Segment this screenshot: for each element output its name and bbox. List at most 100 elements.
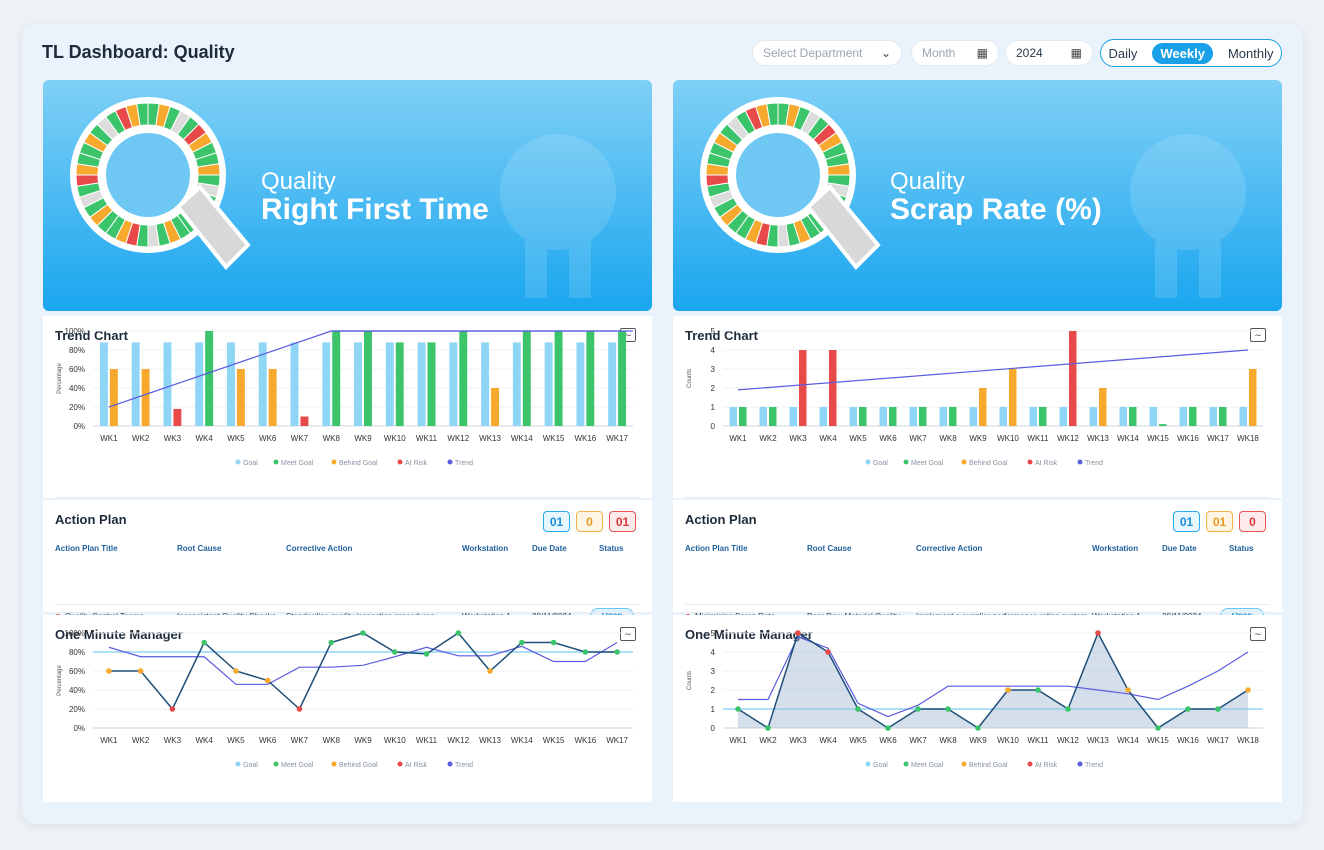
actual-bar [799, 350, 807, 426]
actual-bar [332, 331, 341, 426]
wheel-center [736, 133, 820, 217]
data-point [137, 668, 144, 674]
data-point [1185, 706, 1191, 712]
y-tick-label: 0% [73, 422, 85, 431]
x-tick-label: WK4 [819, 434, 837, 443]
legend-label: Behind Goal [969, 460, 1008, 467]
y-tick-label: 3 [711, 365, 716, 374]
goal-bar [759, 407, 767, 426]
goal-bar [512, 342, 521, 426]
x-tick-label: WK17 [606, 434, 628, 443]
x-tick-label: WK8 [939, 434, 957, 443]
x-tick-label: WK1 [100, 736, 118, 745]
period-toggle[interactable]: Daily Weekly Monthly [1100, 39, 1282, 67]
actual-bar [173, 408, 182, 426]
y-tick-label: 4 [711, 346, 716, 355]
data-point [328, 639, 335, 646]
x-tick-label: WK7 [909, 736, 927, 745]
goal-bar [322, 342, 331, 426]
trend-title: Trend Chart [55, 328, 128, 343]
y-tick-label: 0 [711, 724, 716, 733]
open-count-badge: 01 [543, 511, 570, 532]
divider [55, 612, 640, 613]
x-tick-label: WK4 [196, 434, 214, 443]
legend-label: Meet Goal [281, 460, 314, 467]
overdue-count-badge: 0 [1239, 511, 1266, 532]
goal-bar [385, 342, 394, 426]
period-weekly[interactable]: Weekly [1152, 42, 1213, 64]
actual-bar [1039, 407, 1047, 426]
column-header: Status [599, 544, 624, 553]
goal-bar [576, 342, 585, 426]
x-tick-label: WK7 [291, 736, 309, 745]
chart-icon[interactable]: ∼ [1250, 328, 1266, 342]
x-tick-label: WK4 [819, 736, 837, 745]
x-tick-label: WK15 [543, 434, 565, 443]
award-icon [500, 134, 616, 298]
x-tick-label: WK2 [132, 434, 150, 443]
trend-line [738, 636, 1249, 718]
goal-bar [909, 407, 917, 426]
pending-count-badge: 01 [1206, 511, 1233, 532]
goal-bar [1179, 407, 1187, 426]
trend-card: Trend Chart ∼ 0 1 2 3 4 5 Counts WK1 WK2 WK3 WK4 WK… [673, 316, 1282, 498]
y-tick-label: 80% [69, 346, 85, 355]
x-tick-label: WK8 [939, 736, 957, 745]
data-point [1065, 706, 1071, 712]
legend-marker [331, 761, 337, 767]
x-tick-label: WK2 [759, 434, 777, 443]
data-point [1245, 687, 1251, 693]
x-tick-label: WK16 [574, 736, 596, 745]
year-picker[interactable]: 2024 ▦ [1005, 40, 1093, 66]
x-tick-label: WK9 [354, 736, 372, 745]
omm-title: One Minute Manager [55, 627, 183, 642]
chart-icon[interactable]: ∼ [1250, 627, 1266, 641]
x-tick-label: WK16 [1177, 736, 1199, 745]
goal-bar [1209, 407, 1217, 426]
x-tick-label: WK7 [909, 434, 927, 443]
data-point [169, 706, 176, 712]
department-select[interactable]: Select Department ⌄ [752, 40, 902, 66]
actual-bar [491, 388, 499, 426]
period-daily[interactable]: Daily [1108, 45, 1138, 61]
legend-label: Behind Goal [339, 762, 378, 769]
chart-icon[interactable]: ∼ [620, 627, 636, 641]
award-icon [1130, 134, 1246, 298]
x-tick-label: WK6 [259, 736, 277, 745]
omm-chart: 0% 20% 40% 60% 80% 100% Percentage WK1 WK2 WK3 WK4… [57, 629, 633, 769]
x-tick-label: WK2 [132, 736, 150, 745]
x-tick-label: WK8 [323, 736, 341, 745]
month-picker[interactable]: Month ▦ [911, 40, 999, 66]
period-monthly[interactable]: Monthly [1227, 45, 1274, 61]
action-plan-card: Action Plan 01 0 01 Action Plan Title Roo… [43, 500, 652, 648]
omm-chart: 0 1 2 3 4 5 Counts WK1 WK2 WK3 WK4 WK5 WK6 WK7 WK8 WK9 W… [687, 629, 1263, 769]
goal-bar [729, 407, 737, 426]
x-tick-label: WK17 [1207, 736, 1229, 745]
banner-graphic [70, 97, 616, 298]
calendar-icon: ▦ [1070, 46, 1082, 60]
x-tick-label: WK4 [196, 736, 214, 745]
data-point [945, 706, 951, 712]
column-header: Corrective Action [916, 544, 983, 553]
banner: Quality Right First Time [43, 80, 652, 311]
legend-label: Meet Goal [911, 460, 944, 467]
status-counts: 01 01 0 [1173, 511, 1266, 532]
goal-bar [544, 342, 553, 426]
data-point [1005, 687, 1011, 693]
legend-label: At Risk [1035, 762, 1058, 769]
legend-label: Trend [455, 762, 473, 769]
data-point [614, 649, 620, 655]
x-tick-label: WK10 [997, 736, 1019, 745]
legend-label: At Risk [405, 762, 428, 769]
legend-marker [961, 761, 967, 767]
data-point [1215, 706, 1221, 712]
goal-bar [258, 342, 267, 426]
goal-bar [290, 342, 299, 426]
q-tail [175, 184, 251, 270]
legend-marker [903, 459, 909, 465]
y-tick-label: 1 [711, 705, 716, 714]
legend-label: Behind Goal [969, 762, 1008, 769]
legend-label: Meet Goal [281, 762, 314, 769]
legend-label: Trend [455, 460, 473, 467]
